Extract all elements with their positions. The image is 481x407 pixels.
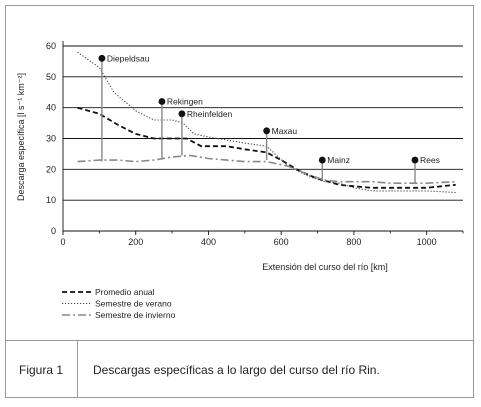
- station-label: Rees: [420, 155, 440, 165]
- y-tick-label: 40: [46, 103, 56, 113]
- x-tick-label: 200: [128, 237, 143, 247]
- series-line-dashed: [77, 106, 456, 189]
- y-tick-label: 30: [46, 134, 56, 144]
- series-lines: [77, 51, 456, 194]
- legend-label: Semestre de verano: [95, 299, 172, 309]
- y-tick-label: 0: [51, 226, 56, 236]
- series-line-dotted: [77, 51, 456, 194]
- y-tick-label: 10: [46, 195, 56, 205]
- y-tick-label: 20: [46, 164, 56, 174]
- x-tick-label: 0: [60, 237, 65, 247]
- x-tick-label: 600: [274, 237, 289, 247]
- legend-label: Promedio anual: [95, 287, 155, 297]
- x-axis-title: Extensión del curso del río [km]: [262, 262, 388, 272]
- figure-label: Figura 1: [5, 341, 78, 398]
- station-marker: [411, 156, 419, 164]
- legend: Promedio anual Semestre de veranoSemestre…: [62, 287, 176, 320]
- station-marker: [158, 98, 166, 105]
- y-tick-label: 50: [46, 72, 56, 82]
- figure-caption: Descargas específicas a lo largo del cur…: [93, 362, 380, 377]
- station-marker: [318, 156, 326, 164]
- station-label: Maxau: [272, 126, 298, 136]
- series-line-dashdot: [77, 154, 456, 184]
- y-axis-title: Descarga específica [l s⁻¹ km⁻²]: [16, 73, 26, 201]
- y-tick-label: 60: [46, 41, 56, 51]
- figure-frame: [5, 5, 474, 398]
- grid-lines: [63, 45, 463, 201]
- x-tick-label: 400: [201, 237, 216, 247]
- station-label: Rheinfelden: [187, 109, 233, 119]
- station-marker: [178, 110, 186, 118]
- caption-bar: Figura 1 Descargas específicas a lo larg…: [5, 340, 474, 398]
- station-label: Diepeldsau: [107, 53, 150, 63]
- station-marker: [98, 54, 106, 62]
- station-marker: [263, 127, 271, 135]
- stations: Diepeldsau Rekingen Rheinfelden Maxau Mainz R…: [98, 53, 440, 184]
- x-tick-label: 800: [346, 237, 361, 247]
- station-label: Rekingen: [167, 97, 203, 107]
- station-label: Mainz: [327, 155, 350, 165]
- legend-label: Semestre de invierno: [95, 310, 176, 320]
- x-tick-label: 1000: [417, 237, 437, 247]
